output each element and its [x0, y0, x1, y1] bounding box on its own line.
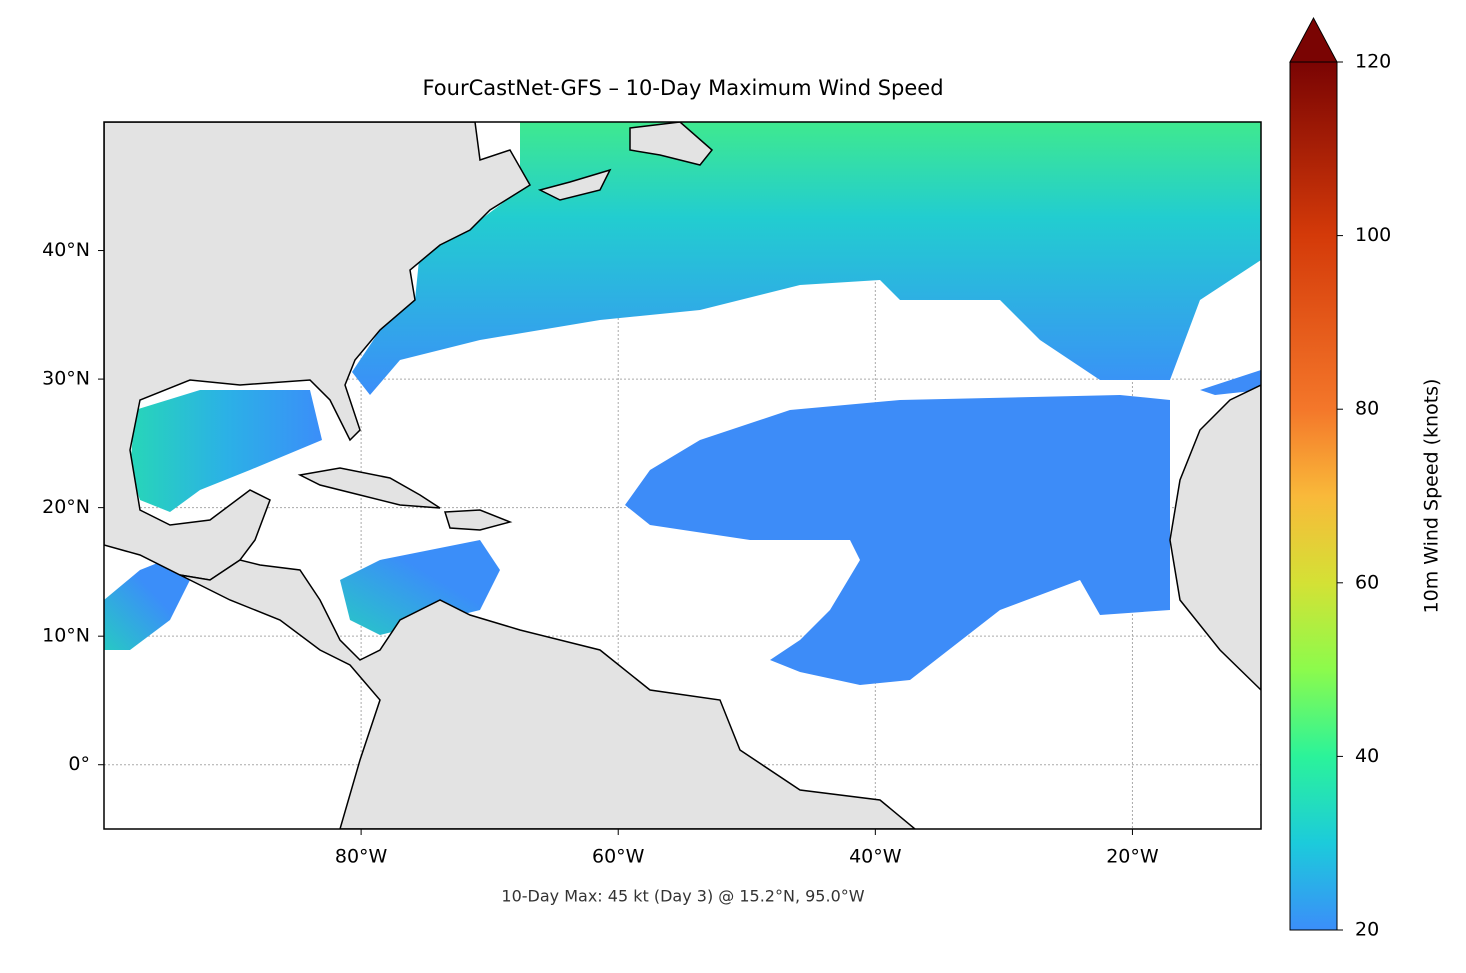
- colorbar: 20 40 60 80 100 120 10m Wind Speed (knots): [1289, 16, 1443, 941]
- wind-field: [104, 558, 190, 650]
- colorbar-tick-label: 80: [1355, 398, 1379, 420]
- land: [104, 122, 532, 581]
- land: [443, 509, 513, 531]
- y-tick-label: 20°N: [42, 496, 90, 518]
- colorbar-tick-label: 100: [1355, 224, 1391, 246]
- land: [629, 122, 714, 166]
- y-tick-label: 0°: [68, 753, 90, 775]
- map-frame: [103, 121, 1262, 830]
- y-tick-label: 30°N: [42, 368, 90, 390]
- y-tick-label: 10°N: [42, 625, 90, 647]
- colorbar-label: 10m Wind Speed (knots): [1421, 379, 1443, 614]
- colorbar-tick-label: 40: [1355, 745, 1379, 767]
- x-tick-label: 20°W: [1106, 846, 1159, 868]
- land: [297, 467, 441, 509]
- chart-title: FourCastNet-GFS – 10-Day Maximum Wind Sp…: [422, 76, 943, 100]
- x-tick-label: 40°W: [849, 846, 902, 868]
- land: [1169, 384, 1261, 692]
- x-tick-label: 60°W: [592, 846, 645, 868]
- land: [179, 559, 917, 829]
- map: [104, 122, 1261, 829]
- wind-field: [625, 395, 1170, 685]
- colorbar-tick-label: 120: [1355, 51, 1391, 73]
- land: [537, 168, 612, 201]
- wind-field: [1200, 370, 1261, 395]
- colorbar-scale: [1289, 61, 1338, 931]
- y-tick-label: 40°N: [42, 239, 90, 261]
- wind-field: [130, 390, 322, 512]
- colorbar-tick-label: 20: [1355, 919, 1379, 941]
- colorbar-tick-label: 60: [1355, 571, 1379, 593]
- colorbar-extend: [1289, 16, 1338, 63]
- x-tick-label: 80°W: [335, 846, 388, 868]
- annotation: 10-Day Max: 45 kt (Day 3) @ 15.2°N, 95.0…: [501, 887, 864, 906]
